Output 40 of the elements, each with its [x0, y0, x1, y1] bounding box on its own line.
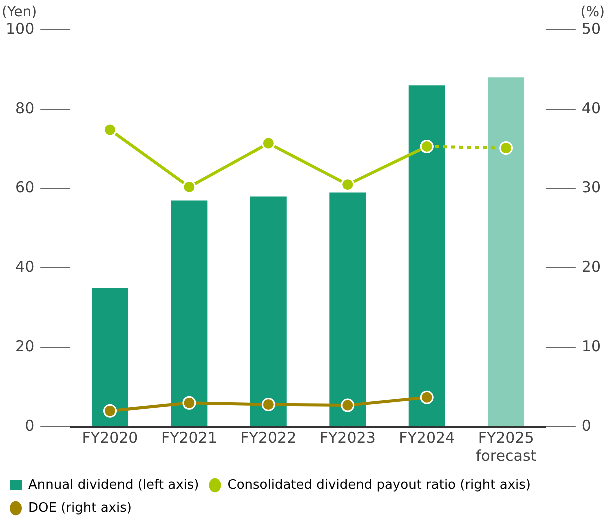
point: [262, 136, 276, 150]
y2-tick-label: 20: [582, 258, 602, 276]
x-tick-label: FY2023: [320, 428, 376, 447]
bar: [171, 200, 208, 426]
legend-label: Annual dividend (left axis): [28, 478, 200, 493]
x-tick-label: FY2021: [161, 428, 218, 447]
bar: [488, 78, 525, 426]
y2-axis-title: (%): [580, 4, 605, 21]
y-tick-label: 40: [16, 258, 35, 276]
bar: [250, 196, 287, 426]
x-tick-label: FY2020: [82, 428, 138, 447]
y-tick-label: 0: [25, 416, 35, 435]
y2-tick-label: 30: [582, 178, 602, 197]
point: [182, 396, 196, 410]
point: [341, 178, 355, 192]
y-tick-label: 100: [6, 20, 35, 38]
legend-label: DOE (right axis): [28, 500, 132, 516]
point: [103, 404, 117, 418]
point: [420, 390, 434, 404]
point: [420, 140, 434, 154]
y2-tick-label: 10: [582, 337, 602, 356]
bar: [408, 86, 446, 426]
y2-tick-label: 40: [582, 99, 602, 118]
point: [341, 398, 355, 412]
point: [182, 180, 196, 194]
x-tick-label: FY2024: [399, 428, 456, 447]
bar: [92, 288, 128, 426]
y-tick-label: 80: [16, 99, 35, 118]
legend-label: Consolidated dividend payout ratio (right axis): [228, 478, 532, 493]
point: [500, 142, 514, 156]
y2-tick-label: 50: [582, 20, 602, 38]
x-tick-label: FY2025 forecast: [476, 428, 537, 465]
y-axis-title: (Yen): [2, 4, 38, 21]
point: [103, 123, 117, 137]
x-tick-label: FY2022: [240, 428, 297, 447]
y-tick-label: 60: [16, 178, 35, 197]
y2-tick-label: 0: [582, 416, 592, 435]
bar: [330, 192, 366, 426]
point: [262, 398, 276, 412]
y-tick-label: 20: [16, 337, 35, 356]
